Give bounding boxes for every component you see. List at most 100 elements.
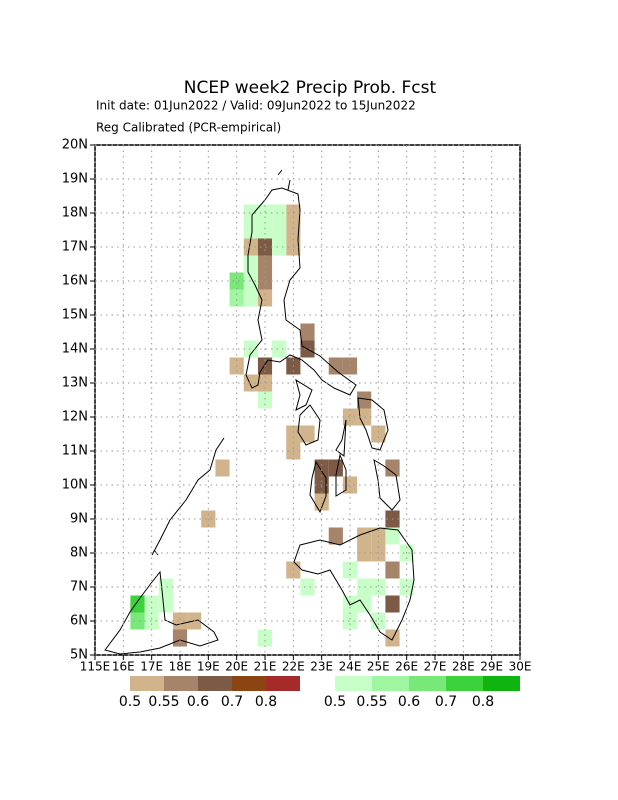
- prob-cell: [357, 595, 372, 613]
- prob-cell: [272, 204, 287, 222]
- colorbar-label: 0.55: [356, 694, 387, 710]
- y-tick-label: 16N: [62, 274, 88, 289]
- x-tick-label: 20E: [225, 660, 248, 674]
- y-tick-label: 19N: [62, 172, 88, 187]
- prob-cell: [243, 255, 258, 273]
- coastline: [104, 169, 415, 655]
- prob-cell: [257, 272, 273, 290]
- colorbar-label: 0.6: [187, 694, 209, 710]
- y-tick-label: 13N: [62, 376, 88, 391]
- x-tick-label: 19E: [197, 660, 220, 674]
- prob-cell: [328, 459, 343, 477]
- prob-cell: [243, 340, 258, 358]
- prob-cell: [257, 391, 273, 409]
- prob-cell: [130, 612, 145, 630]
- x-tick-label: 26E: [395, 660, 418, 674]
- prob-cell: [357, 578, 372, 596]
- colorbar-label: 0.7: [435, 694, 457, 710]
- x-tick-label: 22E: [282, 660, 305, 674]
- x-tick-label: 21E: [254, 660, 277, 674]
- prob-cell: [257, 255, 273, 273]
- y-tick-label: 11N: [62, 444, 88, 459]
- x-tick-label: 25E: [367, 660, 390, 674]
- prob-cell: [272, 238, 287, 256]
- colorbar-swatch: [232, 676, 266, 691]
- x-tick-label: 27E: [424, 660, 447, 674]
- prob-cell: [229, 289, 244, 307]
- colorbar-swatch: [372, 676, 409, 691]
- y-tick-label: 7N: [70, 580, 88, 595]
- prob-cell: [357, 391, 372, 409]
- y-tick-label: 6N: [70, 614, 88, 629]
- axes: 5N 6N 7N 8N 9N 10N 11N 12N 13N 14N 15N 16N 17N 18N 19N…: [62, 138, 532, 711]
- prob-cell: [357, 544, 372, 562]
- prob-cell: [215, 459, 230, 477]
- prob-cell: [257, 629, 273, 647]
- prob-cell: [243, 204, 258, 222]
- prob-cell: [300, 323, 315, 341]
- y-tick-label: 15N: [62, 308, 88, 323]
- x-tick-label: 18E: [169, 660, 192, 674]
- prob-cell: [243, 289, 258, 307]
- colorbar-swatch: [446, 676, 483, 691]
- prob-cell: [172, 612, 188, 630]
- colorbar-label: 0.5: [324, 694, 346, 710]
- y-tick-label: 5N: [70, 648, 88, 663]
- prob-cell: [371, 612, 386, 630]
- prob-cell: [257, 238, 273, 256]
- y-tick-label: 14N: [62, 342, 88, 357]
- prob-cell: [144, 595, 159, 613]
- y-tick-label: 9N: [70, 512, 88, 527]
- x-tick-label: 30E: [509, 660, 532, 674]
- y-tick-label: 20N: [62, 138, 88, 153]
- y-tick-label: 17N: [62, 240, 88, 255]
- prob-cell: [229, 272, 244, 290]
- prob-cell: [357, 408, 372, 426]
- x-tick-label: 17E: [140, 660, 163, 674]
- prob-cell: [328, 357, 343, 375]
- prob-cell: [385, 561, 400, 579]
- prob-cell: [257, 289, 273, 307]
- prob-cell: [328, 527, 343, 545]
- x-tick-label: 24E: [339, 660, 362, 674]
- prob-cell: [272, 340, 287, 358]
- x-tick-label: 16E: [112, 660, 135, 674]
- prob-cell: [243, 238, 258, 256]
- colorbar-label: 0.6: [398, 694, 420, 710]
- y-tick-label: 10N: [62, 478, 88, 493]
- colorbar-label: 0.5: [119, 694, 141, 710]
- colorbar-swatch: [335, 676, 372, 691]
- prob-cell: [371, 425, 386, 443]
- x-tick-label: 29E: [480, 660, 503, 674]
- prob-cell: [130, 595, 145, 613]
- x-tick-label: 23E: [310, 660, 333, 674]
- prob-cell: [257, 221, 273, 239]
- y-tick-label: 12N: [62, 410, 88, 425]
- prob-cell: [300, 578, 315, 596]
- colorbar-swatch: [198, 676, 232, 691]
- chart-title: NCEP week2 Precip Prob. Fcst: [184, 78, 437, 98]
- prob-cell: [385, 459, 400, 477]
- x-tick-label: 115E: [80, 660, 111, 674]
- colorbar-swatch: [266, 676, 300, 691]
- colorbar-swatch: [483, 676, 520, 691]
- y-tick-label: 18N: [62, 206, 88, 221]
- colorbar-label: 0.7: [221, 694, 243, 710]
- colorbar-label: 0.8: [472, 694, 494, 710]
- prob-cell: [158, 595, 173, 613]
- colorbar-label: 0.8: [255, 694, 277, 710]
- prob-cell: [272, 221, 287, 239]
- colorbar-swatch: [130, 676, 164, 691]
- prob-cell: [243, 272, 258, 290]
- prob-cell: [286, 221, 301, 239]
- prob-cell: [385, 595, 400, 613]
- prob-cell: [314, 459, 329, 477]
- prob-cell: [342, 612, 358, 630]
- prob-cell: [144, 612, 159, 630]
- prob-cell: [399, 578, 414, 596]
- prob-cell: [371, 578, 386, 596]
- prob-cell: [243, 221, 258, 239]
- chart-subtitle: Reg Calibrated (PCR-empirical): [96, 121, 281, 135]
- prob-cell: [172, 629, 188, 647]
